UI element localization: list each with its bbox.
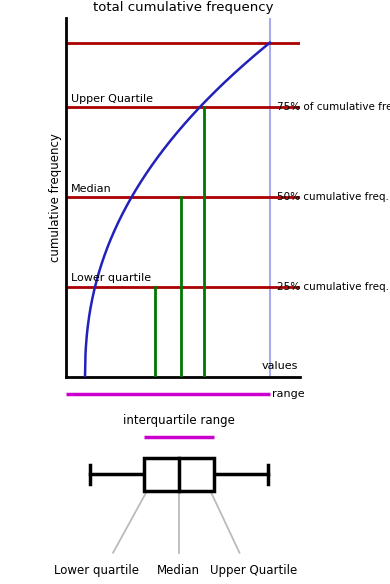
Text: range: range bbox=[272, 389, 305, 399]
Text: Median: Median bbox=[157, 564, 200, 578]
Text: 75% of cumulative freq.: 75% of cumulative freq. bbox=[277, 102, 390, 112]
Text: 50% cumulative freq.: 50% cumulative freq. bbox=[277, 192, 389, 202]
Title: total cumulative frequency: total cumulative frequency bbox=[93, 1, 273, 13]
Text: interquartile range: interquartile range bbox=[123, 414, 234, 427]
Text: Upper Quartile: Upper Quartile bbox=[210, 564, 297, 578]
Text: Lower quartile: Lower quartile bbox=[54, 564, 139, 578]
Text: values: values bbox=[262, 361, 298, 371]
Text: 25% cumulative freq.: 25% cumulative freq. bbox=[277, 282, 389, 292]
Text: Lower quartile: Lower quartile bbox=[71, 273, 151, 283]
Y-axis label: cumulative frequency: cumulative frequency bbox=[49, 133, 62, 262]
Text: Upper Quartile: Upper Quartile bbox=[71, 93, 153, 104]
Bar bbox=[144, 458, 214, 491]
Text: Median: Median bbox=[71, 183, 112, 193]
